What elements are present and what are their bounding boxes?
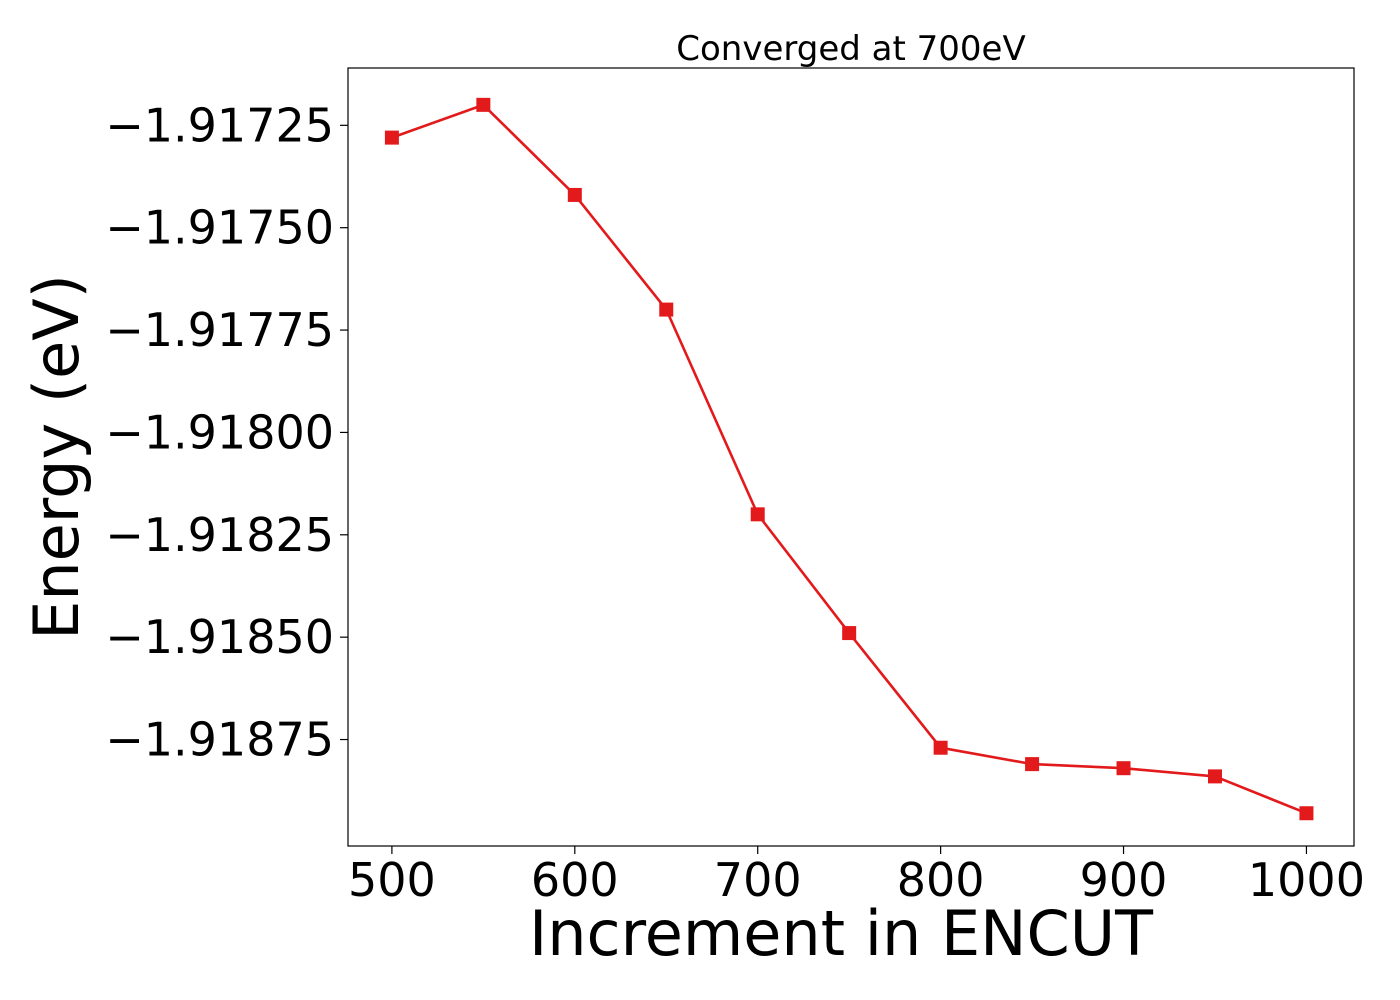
data-point	[476, 97, 491, 112]
data-point	[384, 130, 399, 145]
y-tick-label: −1.91750	[105, 201, 334, 255]
y-tick-label: −1.91825	[105, 508, 334, 562]
series-markers	[384, 97, 1314, 821]
y-tick-label: −1.91725	[105, 98, 334, 152]
y-axis: −1.91725 −1.91750 −1.91775 −1.91800 −1.91825…	[105, 98, 348, 767]
data-point	[750, 507, 765, 522]
y-tick-label: −1.91850	[105, 610, 334, 664]
data-point	[1116, 761, 1131, 776]
x-tick-label: 700	[714, 853, 802, 907]
data-point	[1299, 806, 1314, 821]
data-point	[933, 740, 948, 755]
x-axis: 500 600 700 800 900 1000	[348, 846, 1365, 907]
y-tick-label: −1.91875	[105, 713, 334, 767]
series-line	[391, 103, 1307, 815]
x-tick-label: 600	[531, 853, 619, 907]
y-axis-label: Energy (eV)	[20, 274, 93, 640]
chart-title: Converged at 700eV	[676, 29, 1025, 69]
plot-area-frame	[347, 67, 1355, 847]
y-tick-label: −1.91800	[105, 405, 334, 459]
y-tick-label: −1.91775	[105, 303, 334, 357]
data-point	[659, 302, 674, 317]
x-tick-label: 500	[348, 853, 436, 907]
x-tick-label: 900	[1080, 853, 1168, 907]
data-point	[1207, 769, 1222, 784]
data-point	[842, 626, 857, 641]
x-axis-label: Increment in ENCUT	[529, 897, 1154, 970]
x-tick-label: 800	[897, 853, 985, 907]
data-point	[567, 187, 582, 202]
x-tick-label: 1000	[1248, 853, 1365, 907]
data-point	[1025, 757, 1040, 772]
